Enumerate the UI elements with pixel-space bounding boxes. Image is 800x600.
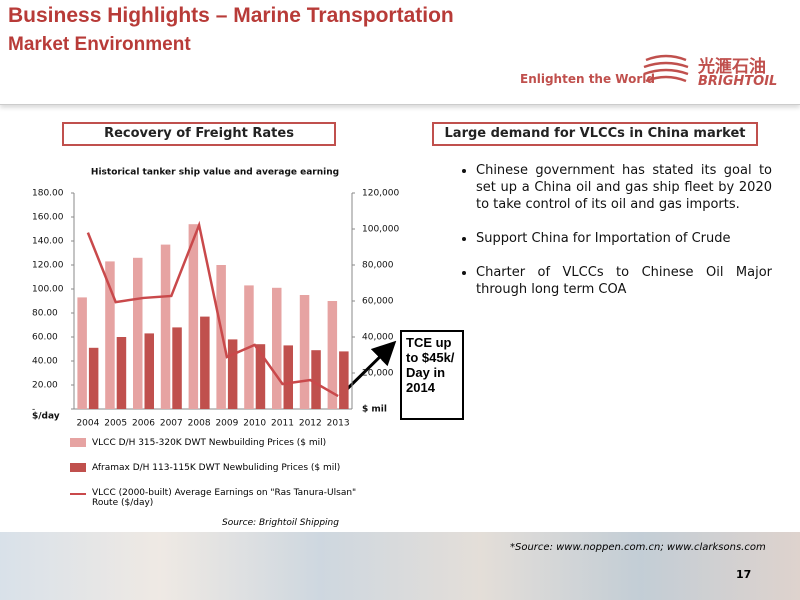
x-tick-label: 2004 [76, 419, 99, 429]
legend-label: VLCC (2000-built) Average Earnings on "R… [92, 488, 357, 508]
x-tick-label: 2005 [104, 419, 127, 429]
header-bar [0, 0, 800, 105]
y-tick-label: 140.00 [32, 237, 64, 247]
right-heading: Large demand for VLCCs in China market [432, 122, 758, 146]
logo-mark [643, 54, 689, 83]
legend-label: VLCC D/H 315-320K DWT Newbuilding Prices… [92, 438, 327, 448]
bar [311, 350, 321, 409]
y-tick-label: 60.00 [32, 333, 58, 343]
bar [255, 344, 266, 409]
y2-tick-label: 100,000 [362, 225, 399, 235]
y2-tick-label: 60,000 [362, 297, 394, 307]
legend-item: VLCC D/H 315-320K DWT Newbuilding Prices… [70, 438, 370, 448]
y-tick-label: - [32, 405, 35, 415]
y-tick-label: 120.00 [32, 261, 64, 271]
page-number: 17 [736, 568, 752, 581]
x-tick-label: 2008 [188, 419, 211, 429]
legend-swatch [70, 463, 86, 472]
logo-cn: 光滙石油 [698, 57, 766, 77]
bar [188, 224, 199, 409]
x-tick-label: 2009 [215, 419, 238, 429]
bar [105, 261, 115, 409]
y-tick-label: 180.00 [32, 189, 64, 199]
left-heading: Recovery of Freight Rates [62, 122, 336, 146]
chart-title: Historical tanker ship value and average… [91, 168, 339, 178]
bar [283, 345, 293, 409]
bullet-list: Chinese government has stated its goal t… [456, 162, 772, 315]
bar [77, 297, 87, 409]
line [86, 220, 339, 398]
subtitle: Market Environment [8, 34, 191, 55]
bar [88, 347, 99, 409]
bar [116, 337, 127, 409]
y2-tick-label: 120,000 [362, 189, 399, 199]
arrow [338, 340, 397, 398]
chart: Historical tanker ship value and average… [32, 168, 399, 429]
x-tick-label: 2010 [243, 419, 266, 429]
bar [144, 333, 154, 409]
y2-tick-label: 80,000 [362, 261, 394, 271]
y2-tick-label: 20,000 [362, 369, 394, 379]
bar [327, 301, 338, 409]
legend-item: Aframax D/H 113-115K DWT Newbuliding Pri… [70, 463, 370, 473]
bar [339, 351, 349, 409]
bar [227, 339, 238, 409]
logo-en: BRIGHTOIL [698, 74, 778, 89]
photo-strip [0, 532, 800, 600]
bar [160, 244, 171, 409]
bar [200, 316, 210, 409]
title: Business Highlights – Marine Transportat… [8, 4, 454, 27]
bullet: Chinese government has stated its goal t… [476, 162, 772, 213]
y2-axis-label: $ mil [362, 405, 387, 415]
legend-label: Aframax D/H 113-115K DWT Newbuliding Pri… [92, 463, 341, 473]
x-tick-label: 2013 [327, 419, 350, 429]
legend-swatch [70, 493, 86, 495]
y-tick-label: 80.00 [32, 309, 58, 319]
y-tick-label: 160.00 [32, 213, 64, 223]
legend: VLCC D/H 315-320K DWT Newbuilding Prices… [70, 438, 370, 523]
x-tick-label: 2012 [299, 419, 322, 429]
chart-source: Source: Brightoil Shipping [222, 518, 339, 528]
y-tick-label: 40.00 [32, 357, 58, 367]
footer-source: *Source: www.noppen.com.cn; www.clarkson… [510, 542, 766, 553]
x-tick-label: 2007 [160, 419, 183, 429]
bar [172, 327, 182, 409]
y2-tick-label: 40,000 [362, 333, 394, 343]
bar [133, 257, 143, 409]
bullet: Charter of VLCCs to Chinese Oil Major th… [476, 264, 772, 298]
annotation: TCE up to $45k/ Day in 2014 [400, 330, 464, 420]
y-tick-label: 20.00 [32, 381, 58, 391]
y-axis-label: $/day [32, 412, 60, 422]
legend-item: VLCC (2000-built) Average Earnings on "R… [70, 488, 370, 508]
bullet: Support China for Importation of Crude [476, 230, 772, 247]
tagline: Enlighten the World [520, 72, 655, 86]
bar [272, 287, 282, 409]
x-tick-label: 2006 [132, 419, 155, 429]
x-tick-label: 2011 [271, 419, 294, 429]
bar [216, 265, 226, 409]
legend-swatch [70, 438, 86, 447]
bar [299, 295, 310, 409]
y-tick-label: 100.00 [32, 285, 64, 295]
